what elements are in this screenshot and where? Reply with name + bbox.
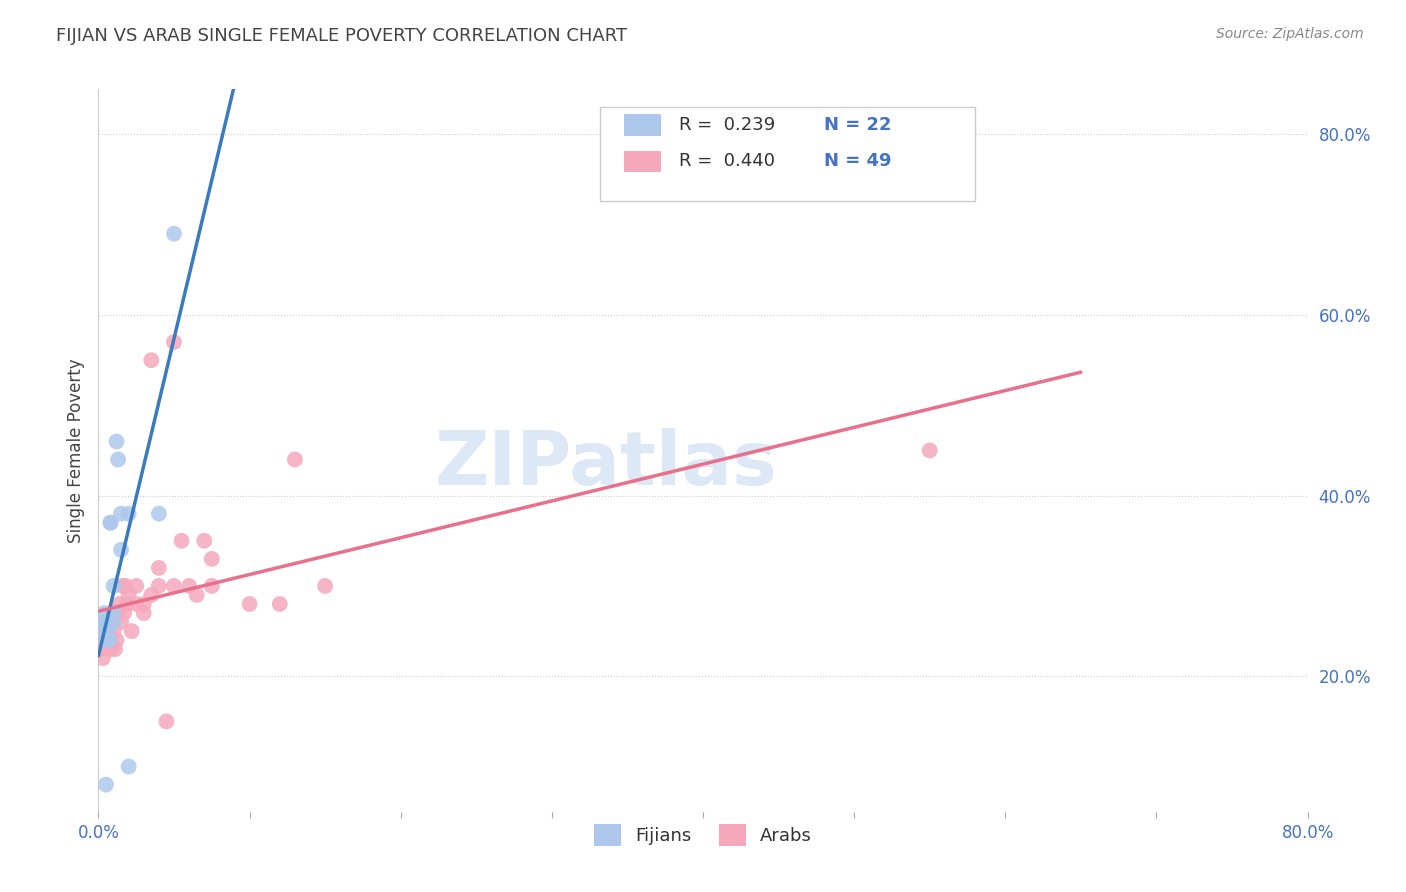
Point bbox=[163, 579, 186, 593]
Point bbox=[201, 579, 224, 593]
Point bbox=[107, 452, 129, 467]
Text: ZIPatlas: ZIPatlas bbox=[434, 428, 778, 501]
Point bbox=[96, 615, 118, 629]
Point bbox=[96, 624, 118, 639]
Point bbox=[94, 633, 117, 648]
Point bbox=[94, 615, 117, 629]
Point bbox=[103, 615, 125, 629]
Text: FIJIAN VS ARAB SINGLE FEMALE POVERTY CORRELATION CHART: FIJIAN VS ARAB SINGLE FEMALE POVERTY COR… bbox=[56, 27, 627, 45]
Text: R =  0.440: R = 0.440 bbox=[679, 153, 775, 170]
Point bbox=[132, 606, 155, 620]
Point bbox=[132, 597, 155, 611]
Point bbox=[179, 579, 201, 593]
Point bbox=[193, 533, 215, 548]
Point bbox=[105, 633, 128, 648]
Point bbox=[170, 533, 193, 548]
Point bbox=[93, 633, 115, 648]
Point bbox=[111, 579, 134, 593]
Point bbox=[93, 606, 115, 620]
Legend: Fijians, Arabs: Fijians, Arabs bbox=[586, 817, 820, 854]
Point bbox=[100, 516, 122, 530]
Point bbox=[112, 606, 135, 620]
Point bbox=[105, 434, 128, 449]
Point bbox=[94, 615, 117, 629]
Point bbox=[115, 597, 138, 611]
Point bbox=[108, 597, 131, 611]
Point bbox=[94, 633, 117, 648]
Point bbox=[118, 759, 141, 773]
Point bbox=[163, 227, 186, 241]
Point bbox=[118, 588, 141, 602]
Point bbox=[107, 606, 129, 620]
Text: Source: ZipAtlas.com: Source: ZipAtlas.com bbox=[1216, 27, 1364, 41]
Point bbox=[148, 507, 170, 521]
Point bbox=[148, 561, 170, 575]
Point bbox=[104, 642, 127, 657]
Point bbox=[91, 651, 114, 665]
FancyBboxPatch shape bbox=[624, 114, 661, 136]
FancyBboxPatch shape bbox=[600, 107, 976, 202]
Point bbox=[98, 615, 121, 629]
Point bbox=[90, 633, 112, 648]
Point bbox=[100, 516, 122, 530]
Point bbox=[93, 624, 115, 639]
Point bbox=[155, 714, 177, 729]
Point bbox=[103, 606, 125, 620]
Point bbox=[110, 507, 132, 521]
Point bbox=[90, 624, 112, 639]
Point bbox=[186, 588, 208, 602]
Text: R =  0.239: R = 0.239 bbox=[679, 116, 775, 135]
Point bbox=[103, 606, 125, 620]
Point bbox=[163, 334, 186, 349]
Point bbox=[98, 633, 121, 648]
Point bbox=[201, 551, 224, 566]
Point bbox=[239, 597, 262, 611]
Point bbox=[91, 615, 114, 629]
Point bbox=[918, 443, 941, 458]
Text: N = 49: N = 49 bbox=[824, 153, 891, 170]
FancyBboxPatch shape bbox=[624, 151, 661, 172]
Point bbox=[103, 579, 125, 593]
Y-axis label: Single Female Poverty: Single Female Poverty bbox=[66, 359, 84, 542]
Point bbox=[114, 579, 136, 593]
Point bbox=[148, 579, 170, 593]
Point bbox=[94, 778, 117, 792]
Point bbox=[284, 452, 307, 467]
Point bbox=[121, 624, 143, 639]
Point bbox=[110, 615, 132, 629]
Point bbox=[110, 542, 132, 557]
Point bbox=[100, 633, 122, 648]
Point bbox=[98, 633, 121, 648]
Point bbox=[125, 579, 148, 593]
Text: N = 22: N = 22 bbox=[824, 116, 891, 135]
Point bbox=[96, 633, 118, 648]
Point bbox=[314, 579, 336, 593]
Point bbox=[141, 588, 163, 602]
Point bbox=[98, 624, 121, 639]
Point bbox=[118, 507, 141, 521]
Point bbox=[103, 624, 125, 639]
Point bbox=[141, 353, 163, 368]
Point bbox=[100, 642, 122, 657]
Point bbox=[269, 597, 291, 611]
Point bbox=[101, 615, 124, 629]
Point bbox=[125, 597, 148, 611]
Point bbox=[89, 642, 111, 657]
